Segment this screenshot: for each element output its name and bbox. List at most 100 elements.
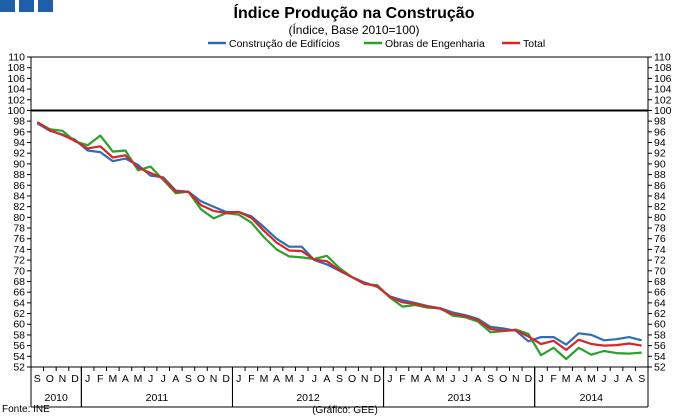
y-tick-label-right: 84	[654, 190, 666, 202]
y-tick-label-right: 76	[654, 233, 666, 245]
x-month-label: O	[197, 373, 205, 385]
x-month-label: M	[411, 373, 420, 385]
x-month-label: M	[285, 373, 294, 385]
y-tick-label-right: 110	[654, 52, 671, 64]
x-month-label: J	[538, 373, 543, 385]
x-month-label: A	[475, 373, 482, 385]
y-tick-label-right: 70	[654, 265, 666, 277]
y-tick-label-left: 64	[13, 297, 25, 309]
x-month-label: J	[148, 373, 153, 385]
y-tick-label-right: 90	[654, 158, 666, 170]
y-tick-label-left: 94	[13, 137, 25, 149]
y-tick-label-right: 108	[654, 62, 672, 74]
x-month-label: D	[222, 373, 230, 385]
x-year-label: 2013	[447, 392, 471, 404]
x-month-label: O	[46, 373, 54, 385]
y-tick-label-right: 74	[654, 244, 666, 256]
y-tick-label-right: 86	[654, 180, 666, 192]
x-month-label: J	[299, 373, 304, 385]
y-tick-label-right: 106	[654, 73, 672, 85]
x-month-label: F	[97, 373, 103, 385]
y-tick-label-left: 62	[13, 308, 25, 320]
y-tick-label-right: 72	[654, 255, 666, 267]
x-month-label: J	[85, 373, 90, 385]
y-tick-label-left: 110	[8, 52, 25, 64]
plot-frame	[30, 56, 649, 368]
x-month-label: D	[71, 373, 79, 385]
logo-block-3	[38, 0, 53, 12]
x-month-label: J	[236, 373, 241, 385]
x-month-label: F	[550, 373, 556, 385]
series-group	[31, 109, 648, 361]
x-month-label: S	[638, 373, 645, 385]
y-tick-label-right: 104	[654, 84, 672, 96]
x-month-label: J	[463, 373, 468, 385]
y-tick-label-left: 104	[7, 84, 25, 96]
x-month-label: J	[312, 373, 317, 385]
y-tick-label-left: 88	[13, 169, 25, 181]
x-month-label: S	[487, 373, 494, 385]
x-month-label: O	[348, 373, 356, 385]
x-year-label: 2012	[296, 392, 320, 404]
y-tick-label-left: 52	[13, 362, 25, 374]
x-month-label: O	[499, 373, 507, 385]
x-month-label: A	[424, 373, 431, 385]
chart-subtitle: (Índice, Base 2010=100)	[288, 22, 419, 37]
x-month-label: A	[172, 373, 179, 385]
y-tick-label-right: 88	[654, 169, 666, 181]
y-tick-label-right: 56	[654, 340, 666, 352]
y-tick-label-right: 52	[654, 362, 666, 374]
legend: Construção de Edifícios Obras de Engenhar…	[208, 38, 545, 50]
chart-title: Índice Produção na Construção	[234, 3, 475, 22]
y-tick-label-left: 58	[13, 329, 25, 341]
series-line-obras-de-engenharia	[36, 121, 642, 361]
x-month-label: N	[512, 373, 520, 385]
y-axis-right: 5254565860626466687072747678808284868890…	[648, 52, 672, 374]
y-tick-label-left: 66	[13, 287, 25, 299]
y-tick-label-left: 60	[13, 319, 25, 331]
y-tick-label-right: 62	[654, 308, 666, 320]
y-tick-label-right: 102	[654, 94, 672, 106]
y-tick-label-left: 78	[13, 223, 25, 235]
y-tick-label-right: 98	[654, 116, 666, 128]
x-month-label: M	[108, 373, 117, 385]
y-tick-label-left: 96	[13, 126, 25, 138]
logo-block-1	[0, 0, 15, 12]
x-month-label: J	[601, 373, 606, 385]
x-year-label: 2011	[146, 392, 169, 404]
y-tick-label-right: 54	[654, 351, 666, 363]
x-month-label: M	[260, 373, 269, 385]
x-month-label: J	[614, 373, 619, 385]
y-tick-label-left: 74	[13, 244, 25, 256]
x-year-label: 2014	[580, 392, 604, 404]
logo-block-2	[19, 0, 34, 12]
x-month-label: S	[34, 373, 41, 385]
y-tick-label-right: 66	[654, 287, 666, 299]
x-month-label: M	[587, 373, 596, 385]
x-month-label: J	[387, 373, 392, 385]
x-month-label: S	[336, 373, 343, 385]
x-month-label: J	[450, 373, 455, 385]
legend-label: Construção de Edifícios	[229, 38, 340, 50]
y-tick-label-right: 92	[654, 148, 666, 160]
x-year-label: 2010	[45, 392, 69, 404]
y-tick-label-right: 82	[654, 201, 666, 213]
x-month-label: A	[122, 373, 129, 385]
y-tick-label-right: 60	[654, 319, 666, 331]
y-tick-label-left: 106	[7, 73, 25, 85]
x-month-label: F	[248, 373, 254, 385]
x-month-label: J	[161, 373, 166, 385]
x-month-label: A	[323, 373, 330, 385]
y-tick-label-left: 98	[13, 116, 25, 128]
x-month-label: A	[575, 373, 582, 385]
x-month-label: S	[185, 373, 192, 385]
plot-area	[30, 56, 649, 368]
y-tick-label-left: 56	[13, 340, 25, 352]
x-month-label: M	[436, 373, 445, 385]
credit-label: (Gráfico: GEE)	[312, 405, 378, 416]
y-tick-label-left: 70	[13, 265, 25, 277]
y-tick-label-right: 100	[654, 105, 672, 117]
x-month-label: D	[525, 373, 533, 385]
